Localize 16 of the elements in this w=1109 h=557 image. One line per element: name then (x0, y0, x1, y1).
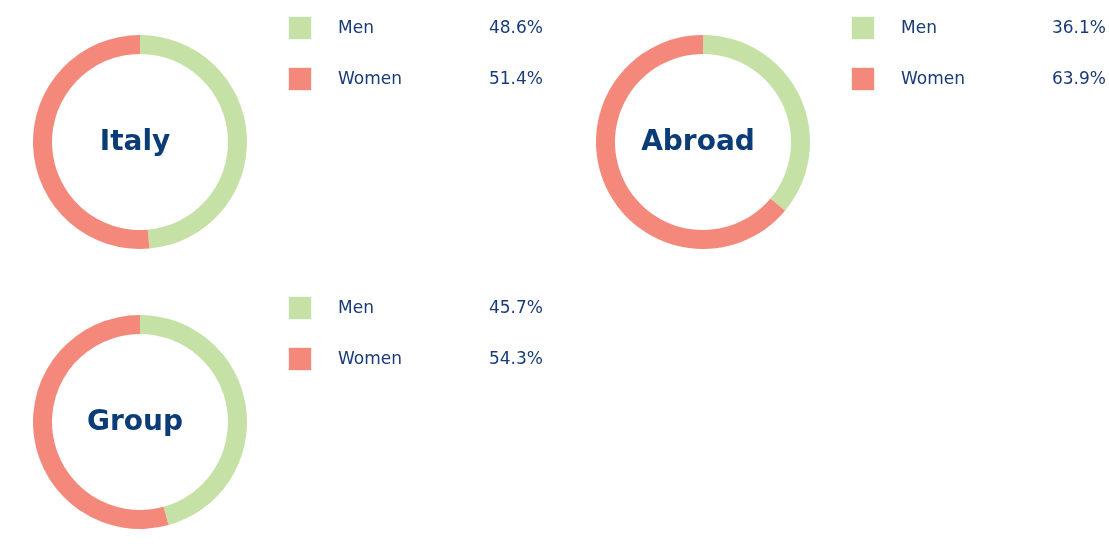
data-label: 51.4% (488, 68, 543, 88)
legend-label: Women (338, 68, 403, 88)
legend-label: Men (338, 17, 374, 37)
legend-label: Women (901, 68, 966, 88)
data-label: 54.3% (488, 348, 543, 368)
donut-slice (596, 35, 786, 249)
text: Italy (99, 124, 171, 157)
legend-label: Men (338, 297, 374, 317)
data-label: 63.9% (1051, 68, 1106, 88)
legend-label: Men (901, 17, 937, 37)
data-label: 36.1% (1051, 17, 1106, 37)
data-label: 48.6% (488, 17, 543, 37)
data-label: 45.7% (488, 297, 543, 317)
legend-label: Women (338, 348, 403, 368)
text: Group (86, 404, 184, 437)
text: Abroad (641, 124, 755, 157)
